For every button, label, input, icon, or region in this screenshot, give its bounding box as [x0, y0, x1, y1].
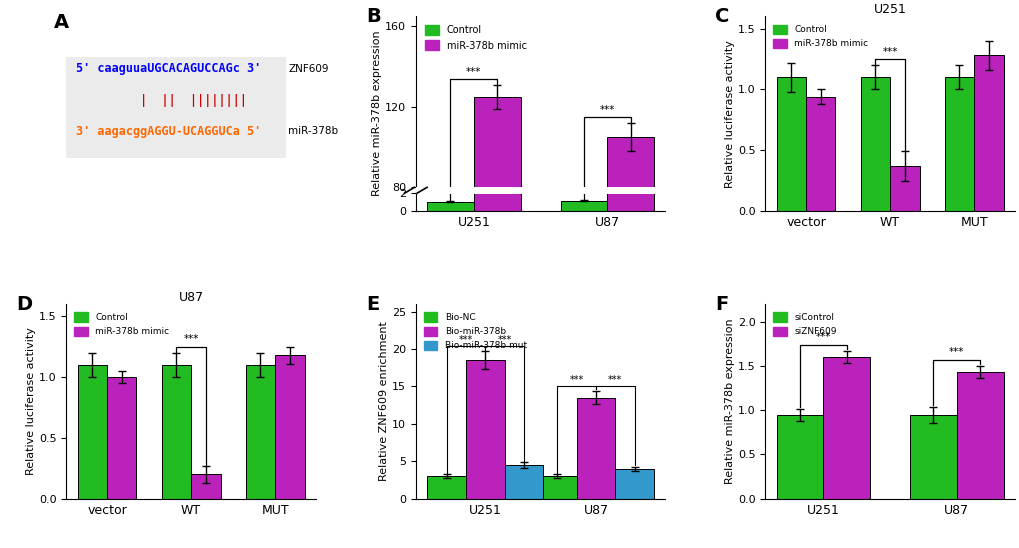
Bar	[576, 398, 614, 499]
Text: F: F	[714, 294, 728, 313]
Text: ***: ***	[599, 105, 614, 115]
Text: miR-378b: miR-378b	[288, 126, 338, 136]
Bar	[466, 361, 504, 499]
Title: U87: U87	[178, 291, 204, 304]
Bar	[956, 372, 1003, 499]
Bar	[890, 166, 918, 211]
Text: ***: ***	[815, 332, 830, 342]
Bar	[77, 365, 107, 499]
Y-axis label: Relative miR-378b expression: Relative miR-378b expression	[725, 318, 735, 484]
Text: 5' caaguuaUGCACAGUCCAGc 3': 5' caaguuaUGCACAGUCCAGc 3'	[76, 62, 261, 76]
Text: ***: ***	[607, 375, 622, 385]
Bar	[504, 465, 543, 499]
Bar	[275, 355, 305, 499]
Text: A: A	[54, 13, 69, 32]
Text: E: E	[366, 294, 379, 313]
Text: ZNF609: ZNF609	[288, 64, 329, 74]
Legend: Control, miR-378b mimic: Control, miR-378b mimic	[420, 21, 530, 54]
Bar	[775, 415, 822, 499]
Bar	[191, 475, 220, 499]
Text: |  ||  ||||||||: | || ||||||||	[76, 94, 247, 106]
Bar	[427, 202, 474, 211]
Text: ***: ***	[183, 334, 199, 344]
Bar	[246, 365, 275, 499]
Text: ***: ***	[459, 335, 473, 345]
Bar	[822, 357, 869, 499]
Bar	[909, 415, 956, 499]
Bar	[107, 377, 137, 499]
Y-axis label: Relative miR-378b expression: Relative miR-378b expression	[372, 31, 382, 197]
Legend: siControl, siZNF609: siControl, siZNF609	[769, 309, 840, 340]
Text: ***: ***	[881, 47, 897, 56]
Bar	[162, 365, 191, 499]
Text: ***: ***	[569, 375, 583, 385]
Text: D: D	[16, 294, 33, 313]
Bar	[560, 201, 606, 211]
Text: B: B	[366, 7, 380, 26]
Legend: Bio-NC, Bio-miR-378b, Bio-miR-378b mut: Bio-NC, Bio-miR-378b, Bio-miR-378b mut	[420, 309, 530, 354]
Bar	[973, 55, 1003, 211]
Text: ***: ***	[497, 335, 512, 345]
Bar	[606, 137, 653, 211]
Y-axis label: Relative luciferase activity: Relative luciferase activity	[725, 39, 735, 187]
FancyBboxPatch shape	[66, 58, 285, 158]
Bar	[537, 476, 576, 499]
Text: ***: ***	[466, 67, 481, 77]
Y-axis label: Relative ZNF609 enrichment: Relative ZNF609 enrichment	[379, 322, 389, 481]
Text: C: C	[714, 7, 729, 26]
Y-axis label: Relative luciferase activity: Relative luciferase activity	[26, 328, 36, 476]
Bar	[427, 476, 466, 499]
Bar	[944, 77, 973, 211]
Legend: Control, miR-378b mimic: Control, miR-378b mimic	[769, 21, 871, 52]
Text: ***: ***	[949, 347, 964, 357]
Text: 3' aagacggAGGU-UCAGGUCa 5': 3' aagacggAGGU-UCAGGUCa 5'	[76, 124, 261, 138]
Bar	[775, 77, 805, 211]
Title: U251: U251	[873, 3, 906, 16]
Bar	[474, 97, 520, 211]
Legend: Control, miR-378b mimic: Control, miR-378b mimic	[70, 309, 173, 340]
Bar	[860, 77, 890, 211]
Bar	[614, 469, 653, 499]
Bar	[805, 96, 835, 211]
